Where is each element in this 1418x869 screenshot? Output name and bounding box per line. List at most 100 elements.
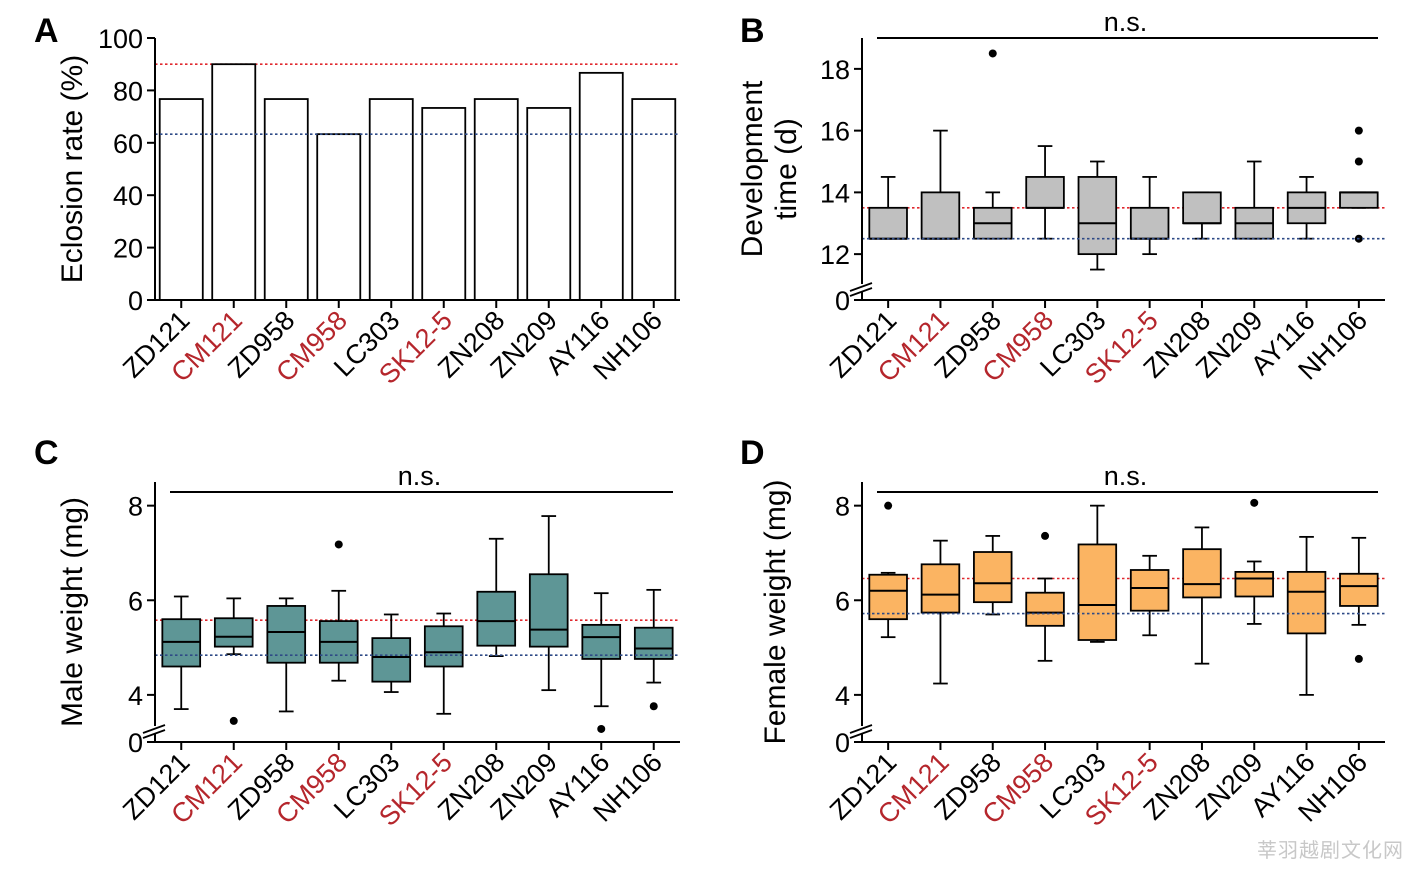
significance-label: n.s.: [1104, 7, 1148, 37]
y-axis-label: Female weight (mg): [759, 479, 792, 744]
box-cm958: [1025, 145, 1065, 240]
y-axis-label-text: Eclosion rate (%): [56, 55, 89, 283]
axis-break-gap: [850, 284, 874, 292]
y-tick-label: 40: [113, 181, 143, 211]
box-iqr: [868, 573, 908, 621]
bar-cm958: [316, 133, 362, 301]
box-nh106: [633, 588, 674, 711]
y-axis-label: Eclosion rate (%): [56, 55, 89, 283]
box-cm121: [920, 539, 961, 685]
bar-zn208: [473, 98, 519, 301]
axis-break-marks: [142, 724, 167, 739]
box-lc303: [371, 613, 412, 693]
box-iqr: [1182, 548, 1222, 599]
bar-lc303: [368, 98, 414, 301]
box-iqr: [1339, 572, 1379, 607]
outlier-point: [988, 49, 997, 58]
y-tick-label: 18: [820, 55, 850, 85]
panel-letter-a: A: [34, 12, 59, 50]
box-nh106: [1339, 126, 1379, 243]
y-tick-label: 8: [128, 492, 143, 522]
y-tick-label: 60: [113, 129, 143, 159]
y-axis-label: Development time (d): [736, 80, 803, 257]
y-tick-label: 0: [128, 286, 143, 316]
significance-label: n.s.: [398, 461, 442, 491]
box-lc303: [1077, 160, 1118, 271]
axis-break-gap: [850, 726, 874, 734]
box-iqr: [213, 617, 254, 648]
box-sk12-5: [1129, 554, 1170, 637]
box-zn208: [1182, 526, 1222, 665]
y-axis-label-line-1: Development: [736, 80, 769, 257]
y-tick-label: 80: [113, 76, 143, 106]
bar-cm121: [211, 63, 257, 301]
y-tick-label-zero: 0: [128, 728, 143, 758]
box-sk12-5: [1129, 176, 1170, 256]
y-axis-label-text: Male weight (mg): [56, 497, 89, 727]
box-zn208: [476, 537, 517, 657]
bar-zd121: [158, 98, 204, 301]
box-iqr: [423, 625, 464, 668]
bar-zd958: [263, 98, 309, 301]
box-iqr: [1129, 569, 1170, 612]
y-tick-label-zero: 0: [835, 286, 850, 316]
axis-break-marks: [849, 282, 874, 297]
axis-break-line: [849, 287, 873, 297]
box-zn209: [1234, 498, 1274, 625]
box-lc303: [1077, 504, 1118, 643]
bar-sk12-5: [421, 107, 467, 301]
box-cm121: [920, 129, 961, 240]
outlier-point: [1354, 654, 1363, 663]
axis-break-line: [142, 724, 166, 734]
axis-break-line: [142, 729, 166, 739]
outlier-point: [884, 501, 893, 510]
outlier-point: [229, 716, 238, 725]
box-iqr: [1234, 570, 1274, 598]
outlier-point: [597, 724, 606, 733]
box-cm958: [318, 540, 359, 682]
box-zd121: [161, 595, 202, 710]
box-iqr: [371, 637, 412, 683]
y-axis-label: Male weight (mg): [56, 497, 89, 727]
axis-break-line: [849, 729, 873, 739]
panel-letter-d: D: [740, 434, 765, 472]
box-zd958: [973, 535, 1013, 616]
panel-letter-b: B: [740, 12, 765, 50]
significance-label: n.s.: [1104, 461, 1148, 491]
box-nh106: [1339, 536, 1379, 663]
axis-break-line: [849, 282, 873, 292]
box-iqr: [266, 605, 307, 664]
box-zn209: [1234, 160, 1274, 240]
box-iqr: [1286, 570, 1327, 635]
y-tick-label: 6: [128, 586, 143, 616]
outlier-point: [649, 702, 658, 711]
y-tick-label: 4: [128, 681, 143, 711]
box-cm958: [1025, 531, 1065, 662]
box-iqr: [528, 573, 569, 648]
box-ay116: [1286, 535, 1327, 696]
box-iqr: [920, 191, 961, 240]
box-iqr: [633, 626, 674, 660]
box-zd121: [868, 501, 908, 639]
y-tick-label: 6: [835, 586, 850, 616]
y-tick-label: 16: [820, 117, 850, 147]
box-ay116: [581, 592, 622, 733]
outlier-point: [1041, 531, 1050, 540]
bar-nh106: [631, 98, 677, 301]
box-cm121: [213, 597, 254, 725]
y-tick-label: 100: [98, 24, 143, 54]
box-iqr: [973, 551, 1013, 604]
box-sk12-5: [423, 612, 464, 715]
box-iqr: [1077, 176, 1118, 256]
box-zn208: [1182, 191, 1222, 240]
box-zd121: [868, 176, 908, 240]
panel-letter-c: C: [34, 434, 59, 472]
y-axis-label-text: Female weight (mg): [759, 479, 792, 744]
bar-zn209: [526, 107, 572, 301]
outlier-point: [1354, 126, 1363, 135]
watermark-text: 莘羽越剧文化网: [1257, 838, 1404, 862]
